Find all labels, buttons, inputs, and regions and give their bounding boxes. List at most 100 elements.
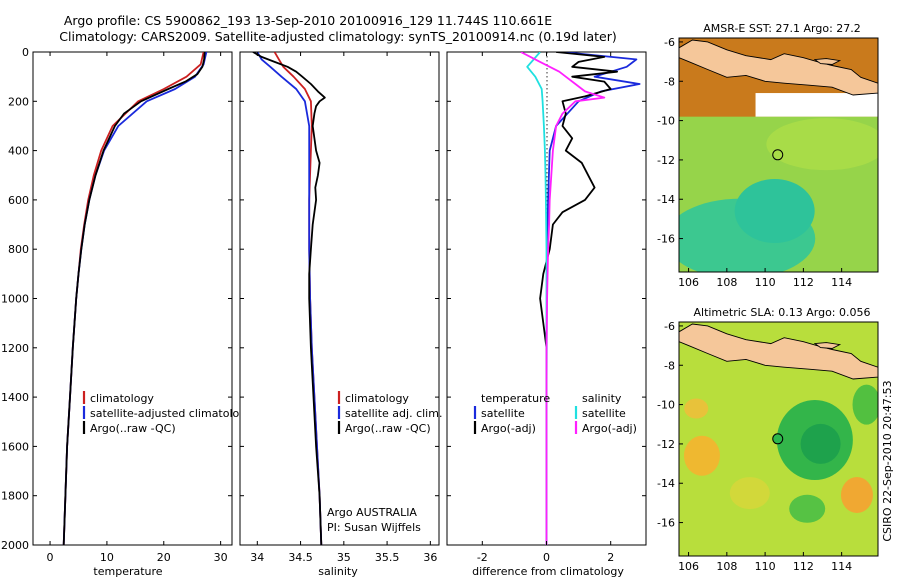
x-tick-label: 10 — [100, 551, 114, 564]
x-tick-label: 2 — [607, 551, 614, 564]
temperature-ticks: 0 10 20 30 0 200 400 600 800 1000 1200 1400 1600 1800… — [1, 46, 232, 564]
series-line-temperature-argo-adj — [539, 52, 618, 545]
lat-tick-label: -6 — [664, 320, 675, 333]
legend-label-argo: Argo(..raw -QC) — [90, 422, 176, 435]
sla-positive-patch — [789, 494, 826, 523]
legend-label-temperature-satellite: satellite — [481, 407, 525, 420]
y-tick-label: 1000 — [1, 293, 29, 306]
y-tick-label: 200 — [8, 95, 29, 108]
salinity-xlabel: salinity — [318, 565, 358, 578]
x-tick-label: -2 — [477, 551, 488, 564]
difference-xlabel: difference from climatology — [472, 565, 624, 578]
y-tick-label: 1200 — [1, 342, 29, 355]
legend-title-salinity: salinity — [582, 392, 622, 405]
legend-label-salinity-satellite: satellite — [582, 407, 626, 420]
sst-map-title: AMSR-E SST: 27.1 Argo: 27.2 — [703, 22, 861, 35]
madura-island — [813, 58, 842, 65]
java-land-mass — [679, 323, 878, 380]
legend-label-temperature-argo: Argo(-adj) — [481, 422, 536, 435]
lon-tick-label: 110 — [755, 560, 776, 573]
x-tick-label: 34 — [250, 551, 264, 564]
y-tick-label: 1800 — [1, 490, 29, 503]
sla-map-field — [679, 322, 878, 556]
y-tick-label: 1400 — [1, 391, 29, 404]
sla-positive-patch — [852, 384, 878, 425]
lon-tick-label: 114 — [831, 560, 852, 573]
sla-negative-patch — [840, 477, 873, 514]
lon-tick-label: 106 — [678, 560, 699, 573]
lat-tick-label: -8 — [664, 75, 675, 88]
argo-float-position-marker — [772, 433, 784, 445]
x-tick-label: 36 — [423, 551, 437, 564]
lat-tick-label: -8 — [664, 359, 675, 372]
series-line-salinity-argo-adj — [520, 52, 606, 545]
lon-tick-label: 112 — [793, 276, 814, 289]
sla-map-panel: Altimetric SLA: 0.13 Argo: 0.056 106 108 1… — [657, 306, 879, 573]
y-tick-label: 2000 — [1, 539, 29, 552]
salinity-ticks: 34 34.5 35 35.5 36 — [240, 51, 439, 564]
sla-map-ticks: 106 108 110 112 114 -6 -8 -10 -12 -14 -16 — [657, 320, 852, 573]
sst-cool-anomaly-patch — [734, 179, 815, 244]
lon-tick-label: 112 — [793, 560, 814, 573]
temperature-xlabel: temperature — [93, 565, 162, 578]
sla-map-frame — [678, 321, 879, 557]
legend-label-satellite-adjusted: satellite-adjusted climatology — [90, 407, 253, 420]
y-tick-label: 600 — [8, 194, 29, 207]
legend-label-satellite-adj: satellite adj. clim. — [345, 407, 442, 420]
difference-panel: -2 0 2 difference from climatology tempera… — [446, 51, 647, 578]
difference-legend: temperature satellite Argo(-adj) salinit… — [473, 392, 637, 435]
lon-tick-label: 114 — [831, 276, 852, 289]
series-line-argo-raw-qc — [62, 52, 206, 545]
salinity-plot-frame — [239, 51, 440, 546]
x-tick-label: 20 — [157, 551, 171, 564]
salinity-legend: climatology satellite adj. clim. Argo(..… — [337, 391, 442, 435]
temperature-panel: 0 10 20 30 0 200 400 600 800 1000 1200 1400 1600 1800… — [1, 46, 253, 578]
difference-ticks: -2 0 2 — [447, 51, 646, 564]
legend-label-argo: Argo(..raw -QC) — [345, 422, 431, 435]
y-tick-label: 400 — [8, 145, 29, 158]
temperature-series-layer — [62, 52, 208, 545]
lat-tick-label: -14 — [657, 477, 675, 490]
lat-tick-label: -10 — [657, 115, 675, 128]
y-tick-label: 0 — [22, 46, 29, 59]
sst-warm-anomaly-patch — [766, 118, 878, 171]
sst-map-panel: AMSR-E SST: 27.1 Argo: 27.2 106 108 110 112… — [657, 22, 879, 289]
x-tick-label: 0 — [543, 551, 550, 564]
x-tick-label: 0 — [47, 551, 54, 564]
sla-negative-patch — [684, 398, 709, 419]
principal-investigator-annotation: PI: Susan Wijffels — [327, 521, 421, 534]
lat-tick-label: -16 — [657, 517, 675, 530]
y-tick-label: 800 — [8, 243, 29, 256]
lat-tick-label: -12 — [657, 154, 675, 167]
java-land-mass — [679, 39, 878, 96]
lat-tick-label: -16 — [657, 233, 675, 246]
sla-field-patches — [679, 323, 878, 523]
sla-neutral-patch — [729, 477, 770, 510]
figure-title-line1: Argo profile: CS 5900862_193 13-Sep-2010… — [64, 13, 552, 28]
legend-label-climatology: climatology — [90, 392, 154, 405]
sst-map-frame — [678, 37, 879, 273]
sst-nodata-swath — [755, 93, 878, 117]
sla-positive-eddy-core — [800, 423, 841, 464]
lon-tick-label: 106 — [678, 276, 699, 289]
series-line-argo-raw-qc — [252, 52, 326, 545]
figure-footer-timestamp: CSIRO 22-Sep-2010 20:47:53 — [881, 380, 894, 541]
lat-tick-label: -6 — [664, 36, 675, 49]
madura-island — [813, 342, 842, 349]
temperature-plot-frame — [32, 51, 233, 546]
sst-field-patches — [679, 38, 878, 272]
sst-map-field — [679, 38, 878, 272]
difference-series-layer — [520, 52, 641, 545]
figure-title-line2: Climatology: CARS2009. Satellite-adjuste… — [59, 29, 616, 44]
salinity-series-layer — [252, 52, 326, 545]
lat-tick-label: -10 — [657, 399, 675, 412]
y-tick-label: 1600 — [1, 440, 29, 453]
temperature-legend: climatology satellite-adjusted climatolo… — [82, 391, 253, 435]
x-tick-label: 34.5 — [288, 551, 313, 564]
x-tick-label: 35.5 — [375, 551, 400, 564]
lat-tick-label: -14 — [657, 193, 675, 206]
float-program-annotation: Argo AUSTRALIA — [327, 506, 417, 519]
lon-tick-label: 108 — [716, 560, 737, 573]
lon-tick-label: 110 — [755, 276, 776, 289]
